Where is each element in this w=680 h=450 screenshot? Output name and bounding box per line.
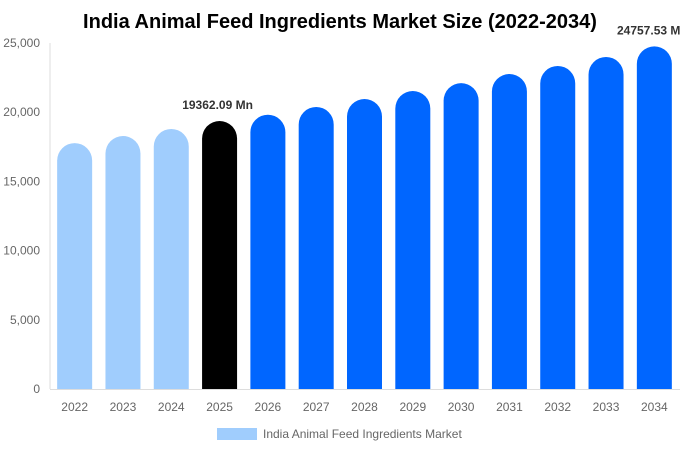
bar-2029 — [395, 91, 431, 389]
bar-2025 — [202, 121, 238, 389]
x-tick-label: 2031 — [496, 400, 523, 414]
bar-2028 — [347, 99, 382, 389]
x-tick-label: 2033 — [593, 400, 620, 414]
data-label-2025: 19362.09 Mn — [182, 98, 253, 112]
data-label-2034: 24757.53 Mn — [617, 23, 680, 37]
bar-2026 — [250, 114, 286, 389]
x-tick-label: 2034 — [641, 400, 668, 414]
x-tick-label: 2022 — [61, 400, 88, 414]
x-tick-label: 2029 — [399, 400, 426, 414]
legend-label: India Animal Feed Ingredients Market — [263, 427, 462, 441]
bar-2027 — [298, 106, 334, 390]
y-tick-label: 5,000 — [10, 313, 40, 327]
y-tick-label: 20,000 — [3, 105, 40, 119]
x-tick-label: 2024 — [158, 400, 185, 414]
chart-title: India Animal Feed Ingredients Market Siz… — [83, 11, 597, 33]
bar-2034 — [636, 46, 672, 390]
bar-2033 — [588, 56, 624, 390]
y-tick-label: 15,000 — [3, 174, 40, 188]
bar-2022 — [57, 143, 93, 389]
bar-2031 — [491, 74, 527, 390]
bar-2024 — [153, 128, 189, 389]
x-tick-label: 2026 — [255, 400, 282, 414]
x-tick-label: 2027 — [303, 400, 330, 414]
y-tick-label: 0 — [33, 382, 40, 396]
legend-swatch — [217, 428, 257, 440]
y-tick-label: 10,000 — [3, 244, 40, 258]
x-tick-label: 2025 — [206, 400, 233, 414]
x-tick-label: 2030 — [448, 400, 475, 414]
x-tick-label: 2023 — [110, 400, 137, 414]
bar-2032 — [540, 65, 576, 389]
x-tick-label: 2028 — [351, 400, 378, 414]
y-tick-label: 25,000 — [3, 36, 40, 50]
x-tick-label: 2032 — [544, 400, 571, 414]
bar-2030 — [443, 83, 479, 390]
legend: India Animal Feed Ingredients Market — [217, 427, 462, 441]
bar-2023 — [105, 136, 141, 389]
